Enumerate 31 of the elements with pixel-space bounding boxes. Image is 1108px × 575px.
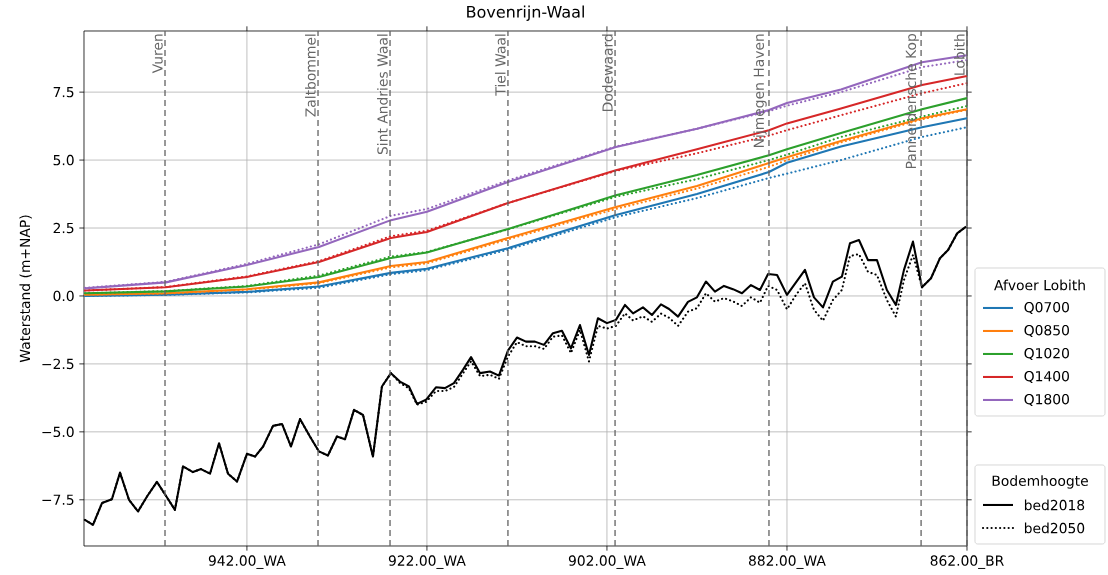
y-tick-label: 7.5 [53, 86, 74, 98]
y-tick-label: 2.5 [53, 222, 74, 234]
legend-label: Q0700 [1024, 301, 1069, 315]
ref-line-label: Tiel Waal [494, 34, 506, 96]
ref-line-label: Zaltbommel [305, 34, 316, 117]
text: Bodemhoogte [992, 475, 1088, 489]
ref-line-label: Vuren [152, 34, 163, 74]
x-tick-label: 882.00_WA [748, 555, 826, 569]
y-tick-label: −2.5 [42, 358, 74, 370]
legend-label: Q0850 [1024, 324, 1069, 338]
x-tick-label: 942.00_WA [208, 555, 286, 569]
x-tick-label: 902.00_WA [568, 555, 646, 569]
text: Afvoer Lobith [994, 279, 1085, 291]
x-tick-label: 922.00_WA [388, 555, 466, 569]
y-tick-label: −5.0 [42, 426, 74, 438]
ref-line-label: Sint Andries Waal [377, 34, 388, 155]
ref-line-label: Nijmegen Haven [753, 34, 767, 147]
ref-line-label: Pannerdensche Kop [905, 33, 919, 169]
y-axis-title: Waterstand (m+NAP) [19, 215, 32, 363]
y-tick-label: −7.5 [42, 494, 74, 505]
y-tick-label: 0.0 [53, 290, 74, 302]
legend-label: bed2050 [1024, 522, 1085, 534]
legend-label: Q1400 [1024, 370, 1069, 384]
legend-label: bed2018 [1024, 499, 1085, 511]
legend-label: Q1800 [1024, 393, 1069, 407]
ref-line-label: Dodewaard [602, 34, 613, 111]
ref-line-label: Lobith [953, 34, 965, 75]
chart-title: Bovenrijn-Waal [467, 5, 584, 21]
legend-label: Q1020 [1024, 347, 1069, 361]
x-tick-label: 862.00_BR [930, 555, 1004, 569]
y-tick-label: 5.0 [53, 154, 74, 166]
